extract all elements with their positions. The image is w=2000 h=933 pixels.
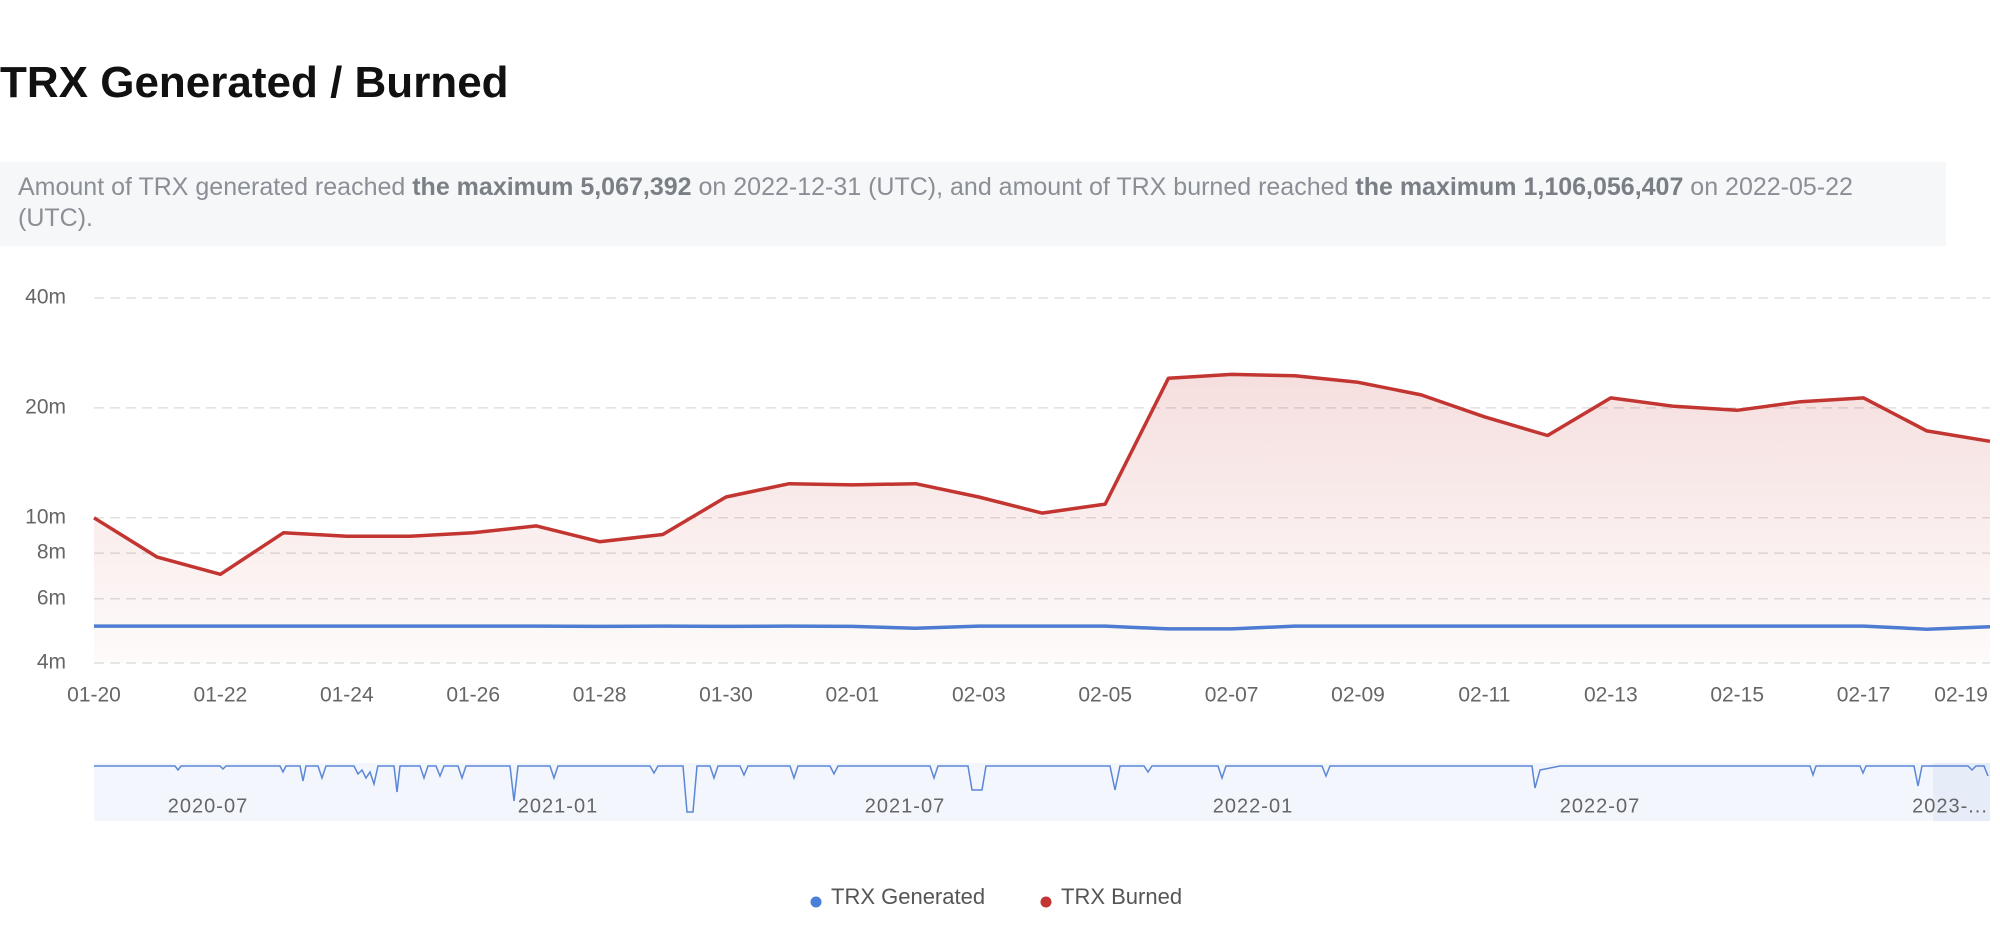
description-part: Amount of TRX generated reached — [18, 173, 413, 201]
y-tick-label: 40m — [25, 286, 66, 309]
legend-label[interactable]: TRX Burned — [1061, 884, 1182, 909]
description-part: the maximum 1,106,056,407 — [1355, 173, 1684, 201]
navigator-label: 2021-01 — [518, 795, 598, 817]
x-tick-label: 01-24 — [320, 684, 374, 707]
x-tick-label: 01-28 — [573, 684, 627, 707]
x-tick-label: 02-09 — [1331, 684, 1385, 707]
x-tick-label: 02-01 — [826, 684, 880, 707]
area — [94, 374, 1990, 663]
y-tick-label: 6m — [37, 586, 66, 609]
x-tick-label: 01-20 — [67, 684, 121, 707]
x-tick-label: 02-11 — [1458, 684, 1510, 707]
x-tick-label: 02-07 — [1205, 684, 1259, 707]
description-part: on 2022-12-31 (UTC), and amount of TRX b… — [691, 173, 1356, 201]
y-tick-label: 4m — [37, 651, 66, 674]
legend-marker — [1040, 896, 1052, 908]
x-tick-label: 01-22 — [194, 684, 248, 707]
x-tick-label: 01-30 — [699, 684, 753, 707]
y-tick-label: 10m — [25, 505, 66, 528]
description-part: the maximum 5,067,392 — [412, 173, 692, 201]
y-tick-label: 8m — [37, 541, 66, 564]
navigator-label: 2022-07 — [1560, 795, 1640, 817]
navigator-label: 2020-07 — [168, 795, 248, 817]
description-part: on 2022-05-22 (UTC). — [18, 173, 1853, 232]
x-tick-label: 02-13 — [1584, 684, 1638, 707]
navigator-label: 2021-07 — [865, 795, 945, 817]
navigator-line — [94, 765, 1989, 813]
line — [93, 372, 1991, 577]
navigator-label: 2023-... — [1912, 795, 1988, 817]
chart-title: TRX Generated / Burned — [0, 58, 509, 107]
navigator-background — [94, 763, 1990, 821]
x-tick-label: 01-26 — [446, 684, 500, 707]
x-tick-label: 02-17 — [1837, 684, 1891, 707]
legend-label[interactable]: TRX Generated — [831, 884, 985, 909]
x-tick-label: 02-05 — [1078, 684, 1132, 707]
legend-marker — [810, 896, 822, 908]
x-tick-label: 02-15 — [1710, 684, 1764, 707]
x-tick-label: 02-19 — [1934, 684, 1988, 707]
navigator-label: 2022-01 — [1213, 795, 1293, 817]
y-tick-label: 20m — [25, 395, 66, 418]
navigator-window[interactable] — [1933, 763, 1990, 821]
description: Amount of TRX generated reached the maxi… — [0, 162, 1946, 246]
x-tick-label: 02-03 — [952, 684, 1006, 707]
